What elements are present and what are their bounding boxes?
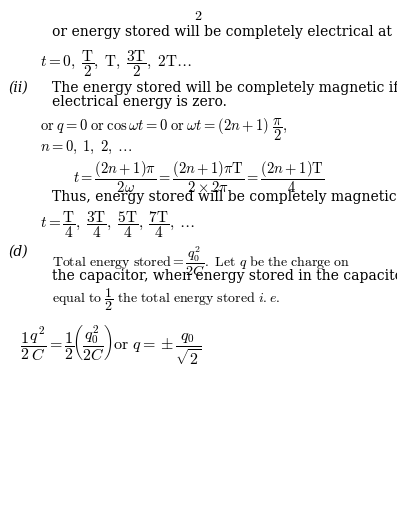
Text: electrical energy is zero.: electrical energy is zero. <box>52 95 226 109</box>
Text: (ii): (ii) <box>8 81 28 95</box>
Text: (d): (d) <box>8 244 27 258</box>
Text: $\dfrac{1}{2}\dfrac{q^2}{C} = \dfrac{1}{2}\!\left(\dfrac{q_0^{2}}{2C}\right)\mat: $\dfrac{1}{2}\dfrac{q^2}{C} = \dfrac{1}{… <box>20 323 202 367</box>
Text: $t = \dfrac{(2n+1)\pi}{2\omega} = \dfrac{(2n+1)\pi \mathrm{T}}{2 \times 2\pi} = : $t = \dfrac{(2n+1)\pi}{2\omega} = \dfrac… <box>73 160 324 195</box>
Text: $t = 0,\; \dfrac{\mathrm{T}}{2},\; \mathrm{T},\; \dfrac{3\mathrm{T}}{2},\; 2\mat: $t = 0,\; \dfrac{\mathrm{T}}{2},\; \math… <box>40 48 191 79</box>
Text: The energy stored will be completely magnetic if: The energy stored will be completely mag… <box>52 81 397 95</box>
Text: Thus, energy stored will be completely magnetic at: Thus, energy stored will be completely m… <box>52 190 397 204</box>
Text: $2$: $2$ <box>194 9 203 23</box>
Text: $\mathrm{or}\; q = 0\; \mathrm{or}\; \mathrm{cos}\, \omega t = 0\; \mathrm{or}\;: $\mathrm{or}\; q = 0\; \mathrm{or}\; \ma… <box>40 116 287 143</box>
Text: or energy stored will be completely electrical at: or energy stored will be completely elec… <box>52 25 391 39</box>
Text: the capacitor, when energy stored in the capacitor is: the capacitor, when energy stored in the… <box>52 269 397 283</box>
Text: $\mathrm{equal\ to}\ \dfrac{1}{2}\ \mathrm{the\ total\ energy\ stored}\ i.e.$: $\mathrm{equal\ to}\ \dfrac{1}{2}\ \math… <box>52 287 280 314</box>
Text: $t = \dfrac{\mathrm{T}}{4},\; \dfrac{3\mathrm{T}}{4},\; \dfrac{5\mathrm{T}}{4},\: $t = \dfrac{\mathrm{T}}{4},\; \dfrac{3\m… <box>40 210 195 240</box>
Text: $n = 0,\; 1,\; 2,\; \ldots$: $n = 0,\; 1,\; 2,\; \ldots$ <box>40 139 132 156</box>
Text: $\mathrm{Total\ energy\ stored} = \dfrac{q_0^{2}}{2C}.\ \mathrm{Let}\ q\ \mathrm: $\mathrm{Total\ energy\ stored} = \dfrac… <box>52 244 350 278</box>
